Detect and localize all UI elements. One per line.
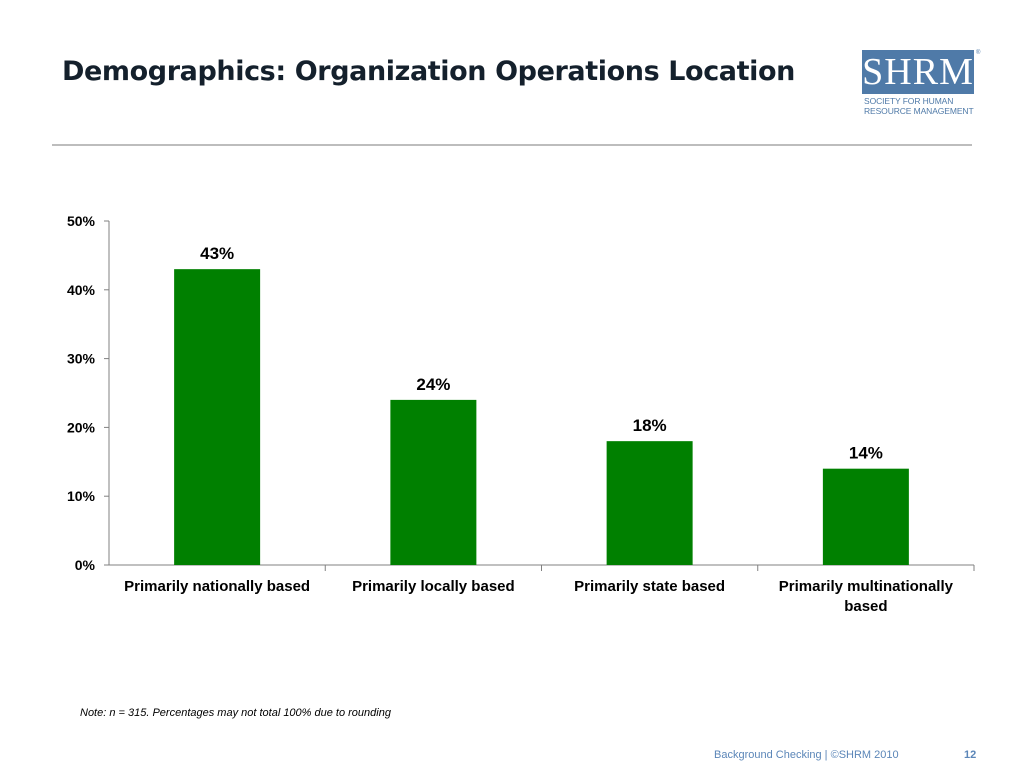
x-tick-label: Primarily state based xyxy=(574,578,725,595)
y-tick-label: 0% xyxy=(75,557,96,573)
data-label: 14% xyxy=(849,444,883,463)
logo-subtitle: SOCIETY FOR HUMAN RESOURCE MANAGEMENT xyxy=(864,96,974,116)
bar xyxy=(174,269,261,565)
y-tick-label: 30% xyxy=(67,351,96,367)
x-tick-label: based xyxy=(844,598,887,615)
x-tick-label: Primarily nationally based xyxy=(124,578,310,595)
footer-text: Background Checking | ©SHRM 2010 xyxy=(714,749,899,761)
data-label: 24% xyxy=(416,375,450,394)
x-tick-label: Primarily locally based xyxy=(352,578,515,595)
footnote: Note: n = 315. Percentages may not total… xyxy=(80,707,391,719)
data-label: 43% xyxy=(200,244,234,263)
y-tick-label: 40% xyxy=(67,282,96,298)
bar xyxy=(606,441,693,565)
y-tick-label: 20% xyxy=(67,419,96,435)
logo-registered-mark: ® xyxy=(976,50,981,56)
shrm-logo: SHRM ® SOCIETY FOR HUMAN RESOURCE MANAGE… xyxy=(862,50,980,122)
bar-chart: 0% 10% 20% 30% 40% 50% 43% Primarily nationally… xyxy=(67,213,975,615)
bar xyxy=(390,399,477,565)
y-tick-label: 50% xyxy=(67,213,96,229)
logo-mark: SHRM xyxy=(862,50,974,94)
slide-title: Demographics: Organization Operations Lo… xyxy=(62,56,795,87)
bar xyxy=(822,468,909,565)
data-label: 18% xyxy=(633,416,667,435)
y-tick-label: 10% xyxy=(67,488,96,504)
x-tick-label: Primarily multinationally xyxy=(779,578,954,595)
page-number: 12 xyxy=(964,749,977,761)
title-divider xyxy=(52,144,972,146)
